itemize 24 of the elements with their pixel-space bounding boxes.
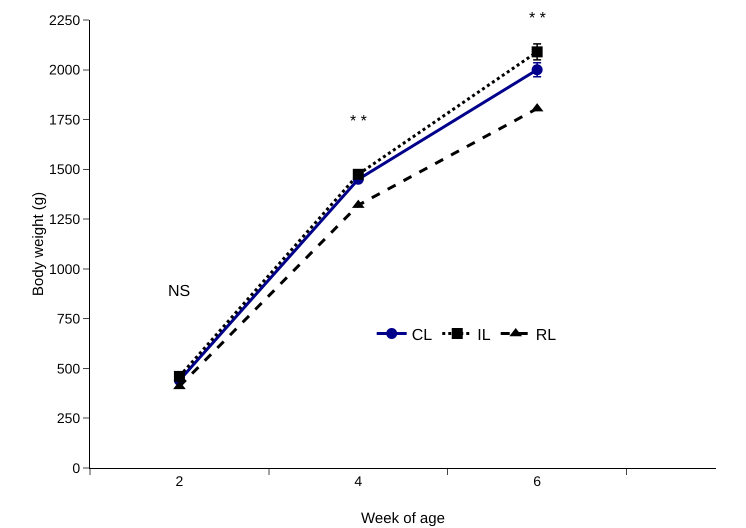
annotation: NS <box>168 283 190 300</box>
y-tick-label: 1750 <box>49 111 80 128</box>
legend-label: RL <box>536 326 556 344</box>
legend-label: IL <box>477 326 491 344</box>
x-axis-title: Week of age <box>361 510 445 527</box>
legend-label: CL <box>412 326 432 344</box>
point <box>352 168 364 180</box>
point <box>174 370 185 382</box>
x-tick-label: 6 <box>533 472 542 489</box>
y-tick-label: 2250 <box>49 12 80 28</box>
y-tick-label: 500 <box>56 360 80 376</box>
annotation: * * <box>529 10 546 27</box>
y-tick-label: 2000 <box>49 62 80 78</box>
y-tick-label: 1000 <box>49 260 80 277</box>
y-tick-label: 1500 <box>49 161 80 178</box>
x-tick-label: 4 <box>354 472 362 489</box>
y-tick-label: 750 <box>56 310 80 327</box>
y-axis-title: Body weight (g) <box>30 192 48 296</box>
annotation: * * <box>350 113 367 130</box>
y-tick-label: 250 <box>56 410 80 426</box>
x-tick-label: 2 <box>176 472 184 489</box>
y-tick-label: 0 <box>72 460 80 476</box>
y-tick-label: 1250 <box>49 211 80 228</box>
point <box>532 46 543 58</box>
